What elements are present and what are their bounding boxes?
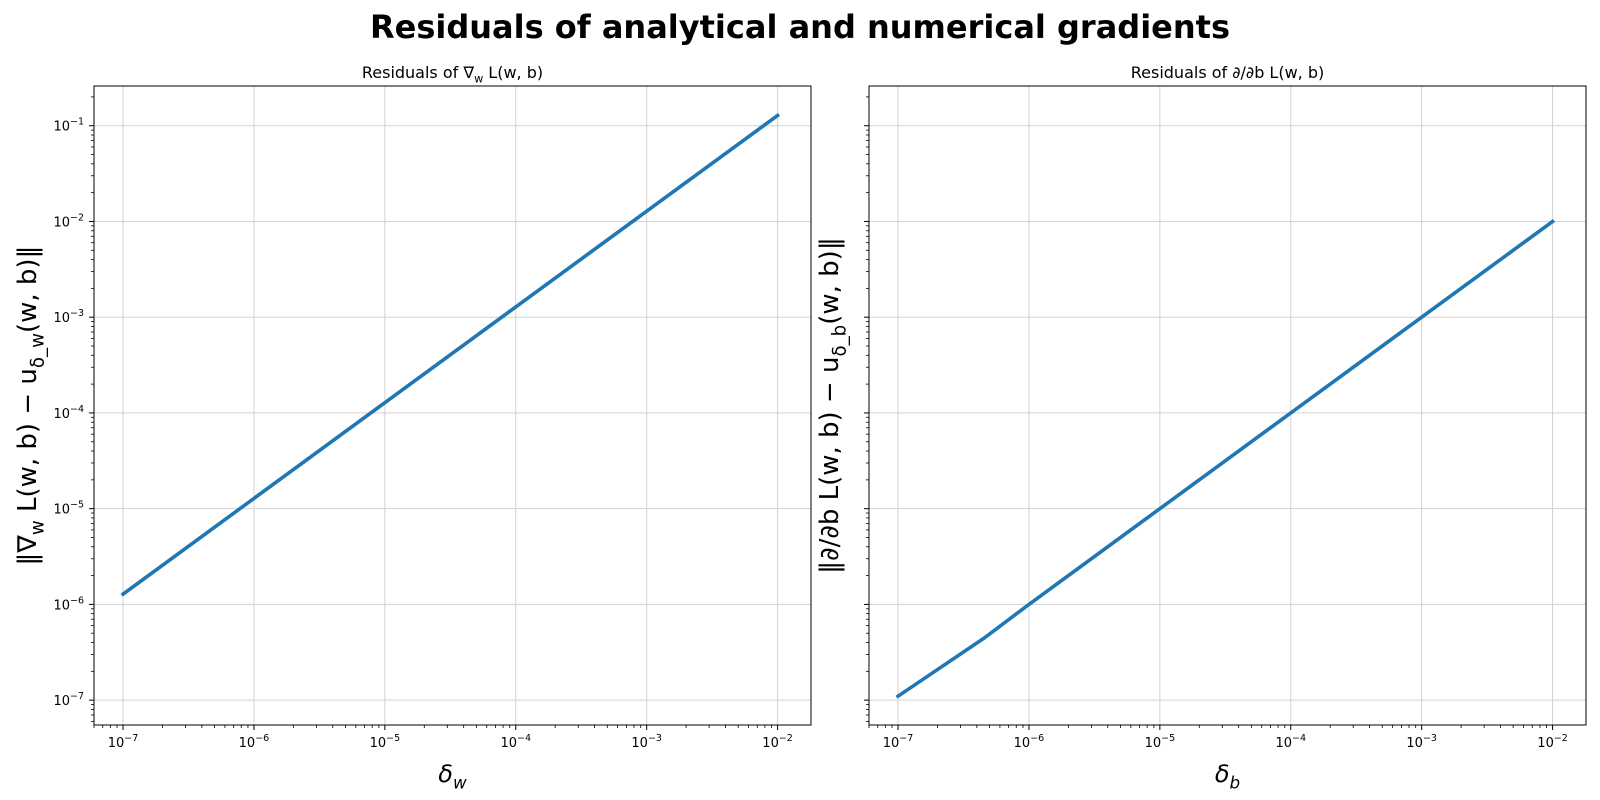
subplot-title: Residuals of ∂/∂b L(w, b) (1131, 63, 1325, 82)
y-tick-label: 10−4 (53, 404, 84, 422)
x-tick-label: 10−4 (500, 733, 531, 751)
x-tick-label: 10−7 (108, 733, 139, 751)
x-tick-label: 10−6 (239, 733, 270, 751)
y-axis-label: ‖∂/∂b L(w, b) − uδ_b(w, b)‖ (815, 237, 850, 574)
y-tick-label: 10−7 (53, 691, 84, 709)
y-tick-label: 10−2 (53, 212, 84, 230)
x-axis-label: δw (438, 760, 467, 793)
y-tick-label: 10−3 (53, 308, 84, 326)
axes-frame (93, 85, 812, 726)
figure-title: Residuals of analytical and numerical gr… (369, 8, 1230, 46)
x-tick-label: 10−5 (370, 733, 401, 751)
y-tick-label: 10−1 (53, 117, 84, 135)
axes-frame (868, 85, 1587, 726)
x-tick-label: 10−3 (1406, 733, 1437, 751)
x-tick-label: 10−3 (631, 733, 662, 751)
series-line (895, 218, 1556, 699)
x-tick-label: 10−2 (1537, 733, 1568, 751)
subplot-1: 10−7 10−6 10−5 10−4 10−3 10−2 10−7 10−6 10−5 10−4… (13, 63, 812, 793)
x-tick-label: 10−6 (1014, 733, 1045, 751)
subplot-2: 10−7 10−6 10−5 10−4 10−3 10−2 Residuals of ∂/∂… (815, 63, 1587, 793)
series-line (120, 112, 781, 597)
subplot-title: Residuals of ∇w L(w, b) (362, 63, 543, 85)
x-axis-label: δb (1215, 760, 1240, 793)
y-axis-label: ‖∇w L(w, b) − uδ_w(w, b)‖ (13, 245, 48, 565)
x-tick-label: 10−5 (1145, 733, 1176, 751)
x-tick-label: 10−2 (762, 733, 793, 751)
y-tick-label: 10−5 (53, 500, 84, 518)
x-tick-label: 10−4 (1275, 733, 1306, 751)
y-tick-label: 10−6 (53, 595, 84, 613)
x-tick-label: 10−7 (883, 733, 914, 751)
